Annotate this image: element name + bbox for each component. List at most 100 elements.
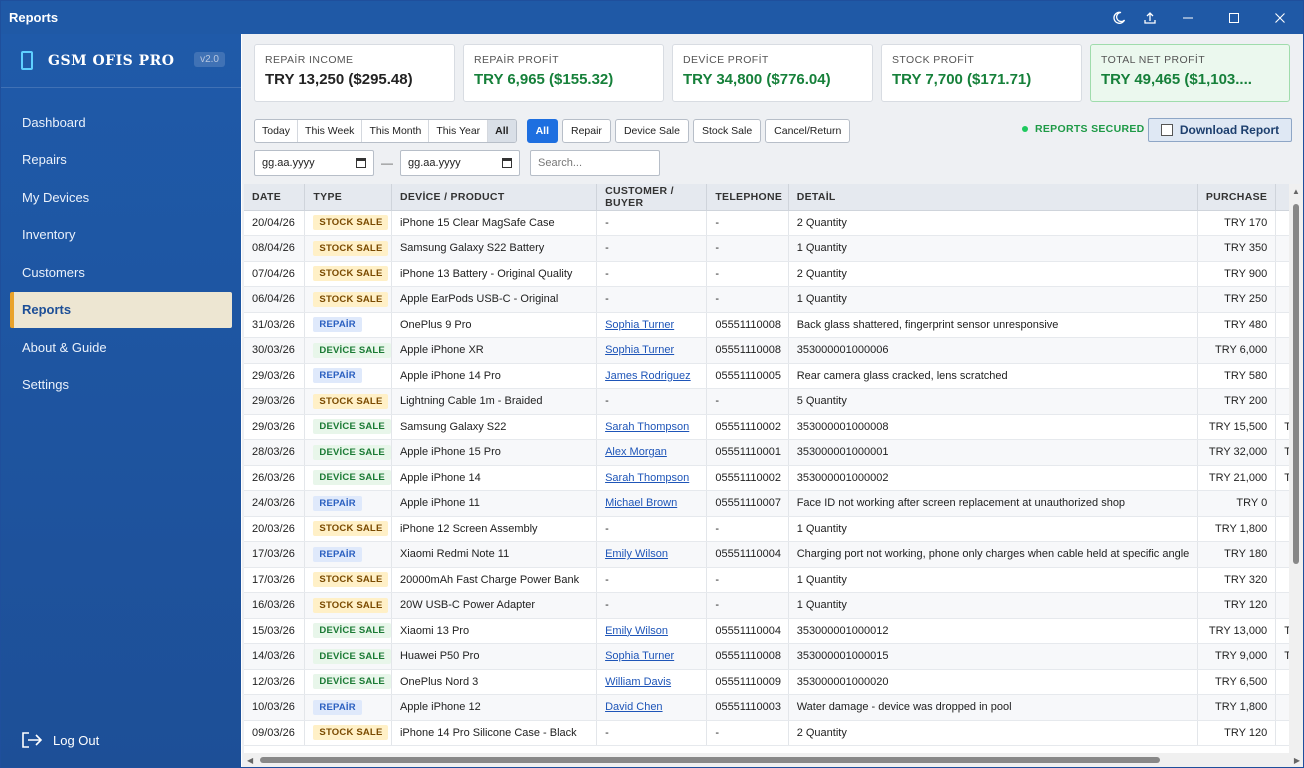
- customer-link[interactable]: Emily Wilson: [605, 548, 669, 561]
- sidebar-item-inventory[interactable]: Inventory: [22, 227, 76, 242]
- table-row[interactable]: 15/03/26 DEVİCE SALE Xiaomi 13 Pro Emily Wi…: [244, 618, 1303, 644]
- col-purchase[interactable]: PURCHASE: [1197, 184, 1277, 211]
- type-device-sale-button[interactable]: Device Sale: [614, 119, 689, 143]
- cell-detail: 1 Quantity: [788, 516, 1198, 542]
- table-row[interactable]: 17/03/26 STOCK SALE 20000mAh Fast Charge P…: [244, 567, 1303, 593]
- table-row[interactable]: 28/03/26 DEVİCE SALE Apple iPhone 15 Pro Al…: [244, 439, 1303, 466]
- sidebar-item-my-devices[interactable]: My Devices: [22, 189, 90, 205]
- sidebar-item-reports[interactable]: Reports: [10, 291, 232, 328]
- period-this-week-button[interactable]: This Week: [298, 120, 363, 142]
- cell-type: STOCK SALE: [304, 720, 392, 746]
- cell-type: DEVİCE SALE: [304, 643, 392, 670]
- scroll-left-icon[interactable]: ◀: [247, 756, 254, 765]
- type-badge: STOCK SALE: [313, 597, 389, 613]
- table-row[interactable]: 26/03/26 DEVİCE SALE Apple iPhone 14 Sarah …: [244, 465, 1303, 491]
- sidebar-item-settings[interactable]: Settings: [22, 377, 69, 392]
- search-input[interactable]: Search...: [530, 150, 660, 176]
- type-cancel-return-button[interactable]: Cancel/Return: [765, 119, 851, 143]
- table-row[interactable]: 08/04/26 STOCK SALE Samsung Galaxy S22 Bat…: [244, 235, 1303, 262]
- table-row[interactable]: 14/03/26 DEVİCE SALE Huawei P50 Pro Sophia …: [244, 643, 1303, 670]
- cell-customer: Sarah Thompson: [596, 414, 708, 440]
- scroll-up-icon[interactable]: ▲: [1292, 187, 1300, 196]
- table-row[interactable]: 09/03/26 STOCK SALE iPhone 14 Pro Silicone…: [244, 720, 1303, 746]
- customer-link[interactable]: Sarah Thompson: [605, 471, 690, 484]
- table-row[interactable]: 12/03/26 DEVİCE SALE OnePlus Nord 3 William…: [244, 669, 1303, 695]
- cell-purchase: TRY 320: [1197, 567, 1277, 593]
- customer-link[interactable]: Michael Brown: [605, 497, 678, 510]
- scroll-right-icon[interactable]: ▶: [1293, 756, 1300, 765]
- card-total-net-profit: TOTAL NET PROFİT TRY 49,465 ($1,103....: [1090, 44, 1290, 102]
- period-all-button[interactable]: All: [488, 120, 516, 142]
- table-row[interactable]: 29/03/26 DEVİCE SALE Samsung Galaxy S22 Sar…: [244, 414, 1303, 440]
- period-this-month-button[interactable]: This Month: [362, 120, 430, 142]
- date-to-value: gg.aa.yyyy: [408, 157, 461, 169]
- table-row[interactable]: 20/03/26 STOCK SALE iPhone 12 Screen Assem…: [244, 516, 1303, 542]
- table-row[interactable]: 07/04/26 STOCK SALE iPhone 13 Battery - Or…: [244, 261, 1303, 287]
- type-stock-sale-button[interactable]: Stock Sale: [692, 119, 762, 143]
- col-product[interactable]: DEVİCE / PRODUCT: [391, 184, 598, 211]
- calendar-icon[interactable]: [356, 158, 366, 168]
- customer-link[interactable]: David Chen: [605, 701, 663, 714]
- cell-type: STOCK SALE: [304, 516, 392, 542]
- table-row[interactable]: 17/03/26 REPAİR Xiaomi Redmi Note 11 Emily …: [244, 541, 1303, 568]
- type-all-button[interactable]: All: [526, 119, 558, 143]
- col-customer[interactable]: CUSTOMER / BUYER: [596, 184, 708, 211]
- table-row[interactable]: 30/03/26 DEVİCE SALE Apple iPhone XR Sophia…: [244, 337, 1303, 364]
- customer-link[interactable]: William Davis: [605, 675, 672, 688]
- maximize-icon[interactable]: [1211, 1, 1257, 34]
- calendar-icon[interactable]: [502, 158, 512, 168]
- cell-type: STOCK SALE: [304, 592, 392, 619]
- cell-customer: -: [596, 235, 708, 262]
- sidebar-item-repairs[interactable]: Repairs: [22, 152, 67, 167]
- customer-link[interactable]: Sophia Turner: [605, 344, 675, 357]
- sidebar-item-dashboard[interactable]: Dashboard: [22, 114, 86, 130]
- table-row[interactable]: 24/03/26 REPAİR Apple iPhone 11 Michael Bro…: [244, 490, 1303, 517]
- customer-link[interactable]: Sophia Turner: [605, 318, 675, 331]
- customer-link[interactable]: Sarah Thompson: [605, 420, 690, 433]
- customer-link[interactable]: Sophia Turner: [605, 650, 675, 663]
- table-row[interactable]: 16/03/26 STOCK SALE 20W USB-C Power Adapte…: [244, 592, 1303, 619]
- download-report-button[interactable]: Download Report: [1148, 118, 1292, 142]
- cell-type: REPAİR: [304, 363, 392, 389]
- horizontal-scroll-thumb[interactable]: [260, 757, 1160, 763]
- cell-purchase: TRY 21,000: [1197, 465, 1277, 491]
- table-row[interactable]: 06/04/26 STOCK SALE Apple EarPods USB-C - …: [244, 286, 1303, 313]
- date-from-input[interactable]: gg.aa.yyyy: [254, 150, 374, 176]
- date-to-input[interactable]: gg.aa.yyyy: [400, 150, 520, 176]
- cell-date: 29/03/26: [244, 414, 306, 440]
- card-label: DEVİCE PROFİT: [683, 54, 769, 66]
- cell-product: Xiaomi Redmi Note 11: [391, 541, 598, 568]
- period-this-year-button[interactable]: This Year: [429, 120, 489, 142]
- table-row[interactable]: 29/03/26 REPAİR Apple iPhone 14 Pro James R…: [244, 363, 1303, 389]
- type-repair-button[interactable]: Repair: [562, 119, 611, 143]
- cell-telephone: -: [706, 261, 789, 287]
- theme-toggle-icon[interactable]: [1103, 1, 1134, 34]
- table-row[interactable]: 20/04/26 STOCK SALE iPhone 15 Clear MagSaf…: [244, 210, 1303, 236]
- vertical-scrollbar[interactable]: ▲ ▼: [1289, 184, 1303, 767]
- horizontal-scrollbar[interactable]: ◀ ▶: [244, 753, 1303, 767]
- period-today-button[interactable]: Today: [255, 120, 299, 142]
- col-date[interactable]: DATE: [244, 184, 306, 211]
- col-detail[interactable]: DETAİL: [788, 184, 1198, 211]
- brand: GSM OFIS PRO v2.0: [1, 34, 241, 88]
- vertical-scroll-thumb[interactable]: [1293, 204, 1299, 564]
- cell-product: Apple iPhone XR: [391, 337, 598, 364]
- table-row[interactable]: 29/03/26 STOCK SALE Lightning Cable 1m - B…: [244, 388, 1303, 415]
- customer-link[interactable]: Alex Morgan: [605, 446, 667, 459]
- minimize-icon[interactable]: [1165, 1, 1211, 34]
- sidebar-item-customers[interactable]: Customers: [22, 264, 85, 280]
- close-icon[interactable]: [1257, 1, 1303, 34]
- table-row[interactable]: 31/03/26 REPAİR OnePlus 9 Pro Sophia Turner…: [244, 312, 1303, 338]
- reports-secured-status: REPORTS SECURED: [1022, 123, 1145, 135]
- customer-link[interactable]: James Rodriguez: [605, 369, 691, 382]
- col-telephone[interactable]: TELEPHONE: [706, 184, 789, 211]
- export-icon[interactable]: [1134, 1, 1165, 34]
- customer-link[interactable]: Emily Wilson: [605, 624, 669, 637]
- sidebar-item-about-guide[interactable]: About & Guide: [22, 339, 107, 355]
- cell-date: 17/03/26: [244, 541, 306, 568]
- cell-product: 20W USB-C Power Adapter: [391, 592, 598, 619]
- logout-button[interactable]: Log Out: [21, 731, 99, 749]
- cell-type: STOCK SALE: [304, 261, 392, 287]
- table-row[interactable]: 10/03/26 REPAİR Apple iPhone 12 David Chen 0…: [244, 694, 1303, 721]
- col-type[interactable]: TYPE: [304, 184, 392, 211]
